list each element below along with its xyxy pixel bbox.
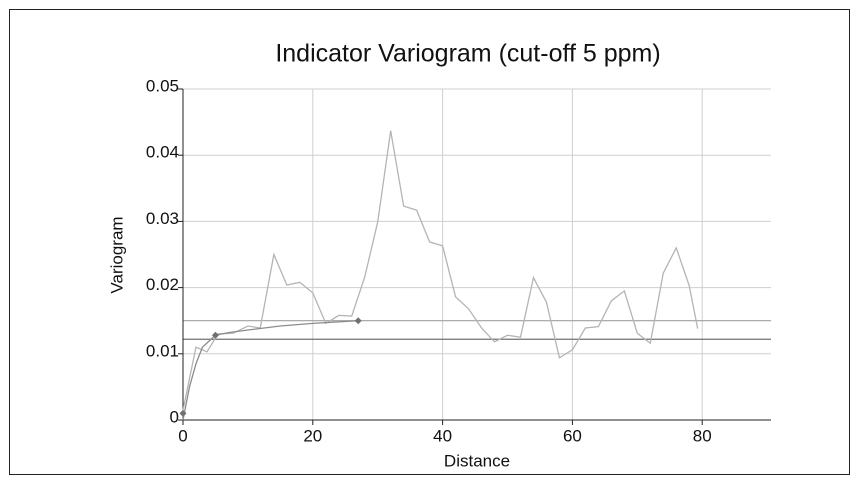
point-marker: [354, 317, 362, 325]
x-tick-label: 20: [303, 426, 322, 445]
point-marker: [211, 331, 219, 339]
chart-title: Indicator Variogram (cut-off 5 ppm): [275, 40, 660, 68]
y-tick-label: 0: [170, 407, 179, 426]
y-tick-label: 0.02: [146, 275, 179, 294]
y-tick-label: 0.03: [146, 209, 179, 228]
x-tick-label: 80: [693, 426, 712, 445]
y-tick-label: 0.04: [146, 143, 179, 162]
point-marker: [179, 409, 187, 417]
x-tick-label: 40: [433, 426, 452, 445]
y-axis-label: Variogram: [107, 216, 126, 293]
y-tick-label: 0.01: [146, 341, 179, 360]
x-tick-label: 60: [563, 426, 582, 445]
y-tick-label: 0.05: [146, 76, 179, 95]
x-tick-label: 0: [178, 426, 187, 445]
x-axis-label: Distance: [444, 451, 510, 470]
data-line: [182, 130, 699, 411]
data-line: [182, 320, 359, 421]
frame: [9, 9, 850, 475]
